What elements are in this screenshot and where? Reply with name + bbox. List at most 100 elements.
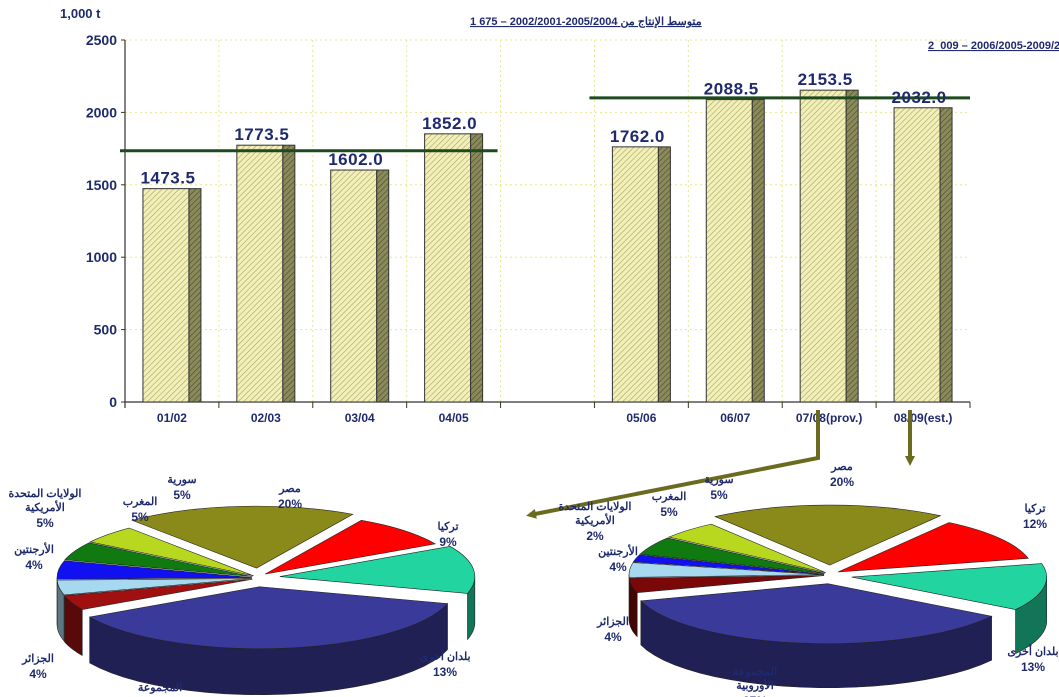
bar — [799, 89, 847, 403]
x-tick-label: 07/08(prov.) — [796, 411, 862, 425]
bar-side — [751, 99, 765, 403]
slice-percent: 20% — [278, 497, 302, 511]
pie-slice — [714, 504, 942, 566]
pie-slice — [264, 519, 437, 575]
slice-percent: 5% — [173, 488, 191, 502]
slice-label: الولايات المتحدة — [559, 501, 632, 513]
x-tick-label: 05/06 — [626, 411, 656, 425]
slice-percent: 5% — [660, 505, 678, 519]
data-label: 1473.5 — [140, 169, 195, 188]
slice-label: مصر — [278, 483, 301, 495]
bar-side — [939, 107, 953, 403]
slice-percent: 13% — [433, 665, 457, 679]
bar-side — [845, 89, 859, 403]
pie-slice — [640, 583, 993, 645]
x-tick-label: 08/09(est.) — [894, 411, 953, 425]
pie-chart-2005-2009: مصر 20% تركيا 12% بلدان أخرى 13% المجموعةالأور… — [559, 461, 1059, 697]
slice-label: تركيا — [437, 521, 458, 533]
average-note: متوسط الإنتاج من 2005/2004-2002/2001 – 6… — [470, 16, 702, 29]
pie-slice — [64, 542, 253, 577]
slice-label: بلدان أخرى — [419, 649, 470, 663]
slice-label: الأوروبية — [736, 678, 774, 692]
average-note: متوسط الإنتاج من 2009/2008-2006/2005 – 0… — [928, 40, 1059, 53]
pointer-arrows — [526, 410, 915, 519]
pie-slice — [632, 554, 825, 575]
slice-percent: 9% — [439, 535, 457, 549]
slice-label: الولايات المتحدة — [9, 488, 82, 500]
slice-percent: 37% — [743, 694, 767, 697]
pie-slice — [628, 562, 825, 578]
data-label: 1773.5 — [234, 125, 289, 144]
data-label: 1762.0 — [610, 127, 665, 146]
bar — [424, 133, 472, 403]
y-tick-label: 2500 — [86, 32, 117, 48]
bar — [893, 107, 941, 403]
slice-label: المغرب — [652, 491, 687, 503]
slice-label: الأرجنتين — [14, 542, 54, 556]
slice-label: المجموعة — [138, 682, 182, 694]
slice-percent: 20% — [830, 475, 854, 489]
slice-label: الأرجنتين — [598, 544, 638, 558]
pie-slice — [851, 563, 1047, 610]
y-tick-label: 2000 — [86, 104, 117, 120]
slice-label: المغرب — [123, 496, 158, 508]
pie-slice — [56, 560, 253, 580]
slice-percent: 12% — [1023, 517, 1047, 531]
y-tick-label: 0 — [109, 394, 117, 410]
slice-label: الأمريكية — [575, 513, 615, 527]
data-label: 2088.5 — [704, 80, 759, 99]
slice-label: الجزائر — [596, 616, 629, 628]
slice-label: بلدان أخرى — [1007, 644, 1058, 658]
pie-slice — [89, 527, 254, 577]
slice-percent: 5% — [710, 488, 728, 502]
slice-percent: 4% — [29, 667, 47, 681]
data-label: 1852.0 — [422, 114, 477, 133]
pie-slice — [56, 578, 253, 596]
arrow-to-left-pie — [526, 410, 820, 519]
x-tick-label: 01/02 — [157, 411, 187, 425]
slice-percent: 4% — [609, 560, 627, 574]
bar — [330, 169, 378, 403]
slice-label: مصر — [830, 461, 853, 473]
pie-chart-2001-2005: مصر 20% تركيا 9% بلدان أخرى 13% المجموعة الجزائ… — [9, 474, 476, 696]
unit-label: 1,000 t — [60, 6, 101, 21]
slice-percent: 2% — [586, 529, 604, 543]
pie-labels: مصر 20% تركيا 12% بلدان أخرى 13% المجموعةالأور… — [559, 461, 1059, 697]
pie-slice — [279, 546, 476, 594]
data-label: 2153.5 — [798, 70, 853, 89]
pie-sides — [628, 574, 1047, 688]
bar-side — [188, 188, 202, 403]
x-tick-label: 02/03 — [251, 411, 281, 425]
bar-side — [470, 133, 484, 403]
bar-side — [376, 169, 390, 403]
pie-slice — [628, 575, 825, 593]
average-lines: متوسط الإنتاج من 2005/2004-2002/2001 – 6… — [120, 16, 1059, 153]
pie-labels: مصر 20% تركيا 9% بلدان أخرى 13% المجموعة الجزائ… — [9, 474, 471, 694]
x-tick-label: 04/05 — [439, 411, 469, 425]
slice-percent: 4% — [25, 558, 43, 572]
slice-label: الأمريكية — [25, 500, 65, 514]
y-tick-label: 1000 — [86, 249, 117, 265]
data-label: 2032.0 — [892, 88, 947, 107]
pie-slice — [838, 522, 1029, 573]
slice-label: تركيا — [1024, 503, 1045, 515]
slice-percent: 5% — [36, 516, 54, 530]
data-label: 1602.0 — [328, 150, 383, 169]
slice-label: المجموعة — [733, 666, 777, 678]
pie-slice — [88, 586, 449, 650]
bar-side — [657, 146, 671, 403]
pie-slice — [667, 523, 826, 573]
x-tick-label: 03/04 — [345, 411, 375, 425]
slice-label: سورية — [167, 474, 196, 486]
bar — [611, 146, 659, 403]
bars — [142, 89, 953, 403]
bar — [142, 188, 190, 403]
pie-slice — [131, 505, 354, 569]
slice-label: الجزائر — [21, 653, 54, 665]
bar — [236, 144, 284, 403]
pie-tops — [628, 504, 1047, 645]
bar-chart: 0 500 1000 1500 2000 2500 متوسط الإنتاج من 20… — [60, 6, 1059, 425]
bar — [705, 99, 753, 403]
labels: 01/02 1473.5 02/03 1773.5 03/04 1602.0 04/05 18… — [140, 70, 952, 425]
